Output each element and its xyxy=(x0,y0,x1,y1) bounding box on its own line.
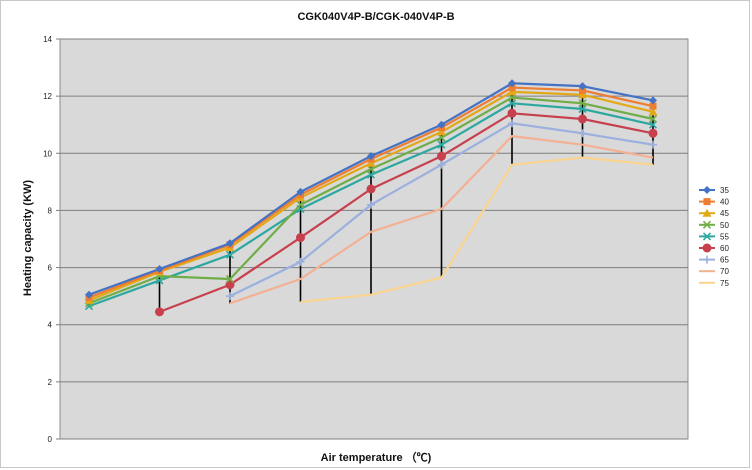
series-40-point xyxy=(508,84,516,92)
y-axis-label: Heating capacity (KW) xyxy=(22,179,34,297)
y-tick-label: 6 xyxy=(48,264,53,273)
series-50-point xyxy=(225,274,235,284)
series-legend-45-point xyxy=(702,208,712,217)
series-35-point xyxy=(508,79,516,88)
plot-area xyxy=(59,38,689,440)
y-tick-label: 10 xyxy=(43,149,52,158)
legend-label-65: 65 xyxy=(720,256,729,265)
legend-label-50: 50 xyxy=(720,221,729,230)
series-legend-60-point xyxy=(702,243,712,253)
series-60-point xyxy=(578,114,587,124)
x-axis-label: Air temperature （℃) xyxy=(320,452,432,464)
legend-label-40: 40 xyxy=(720,198,729,207)
series-65-point xyxy=(226,292,234,301)
series-60-point xyxy=(648,128,658,138)
series-legend-35-point xyxy=(703,186,711,194)
series-35-point xyxy=(437,120,446,129)
series-60-point xyxy=(155,307,164,317)
series-legend-40-point xyxy=(703,198,711,206)
y-tick-label: 4 xyxy=(48,321,53,330)
legend-label-35: 35 xyxy=(720,186,729,195)
series-70-line xyxy=(229,135,654,305)
series-60-point xyxy=(225,280,235,290)
series-legend-65-point xyxy=(703,255,711,264)
series-45-point xyxy=(648,107,658,116)
y-tick-label: 12 xyxy=(43,92,52,101)
legend-label-75: 75 xyxy=(720,279,729,288)
series-60-line xyxy=(159,112,654,313)
series-35-point xyxy=(578,82,587,91)
series-65-point xyxy=(367,200,375,209)
series-50-point xyxy=(648,114,658,124)
legend-label-60: 60 xyxy=(720,244,729,253)
series-40-point xyxy=(579,86,586,94)
series-35-point xyxy=(649,96,657,105)
series-35-point xyxy=(85,290,93,299)
series-45-point xyxy=(578,90,587,99)
series-65-point xyxy=(437,160,446,169)
series-60-point xyxy=(437,151,446,161)
series-35-point xyxy=(296,187,305,196)
series-35-point xyxy=(155,265,164,273)
series-55-point xyxy=(437,140,446,149)
series-legend-50-point xyxy=(702,220,712,229)
series-75-line xyxy=(300,156,654,303)
legend-label-55: 55 xyxy=(720,232,729,241)
series-35-point xyxy=(367,152,375,161)
series-65-point xyxy=(508,119,516,128)
series-50-point xyxy=(296,200,305,209)
series-45-point xyxy=(366,158,376,167)
y-tick-label: 8 xyxy=(48,206,53,215)
series-45-point xyxy=(507,87,517,96)
series-60-point xyxy=(366,184,376,194)
chart-title: CGK040V4P-B/CGK-040V4P-B xyxy=(297,11,455,23)
legend-label-70: 70 xyxy=(720,267,729,276)
series-55-point xyxy=(225,250,235,259)
series-35-point xyxy=(226,239,234,248)
series-65-point xyxy=(649,140,657,149)
y-tick-label: 2 xyxy=(48,378,53,387)
series-50-point xyxy=(578,99,587,108)
series-45-point xyxy=(437,127,446,136)
y-tick-label: 14 xyxy=(43,35,52,44)
series-60-point xyxy=(296,233,305,243)
legend-label-45: 45 xyxy=(720,209,729,218)
series-40-point xyxy=(649,102,657,110)
y-tick-label: 0 xyxy=(48,435,53,444)
series-65-point xyxy=(296,257,305,266)
series-65-point xyxy=(578,129,587,138)
series-60-point xyxy=(507,108,517,118)
series-legend-55-point xyxy=(702,232,712,241)
